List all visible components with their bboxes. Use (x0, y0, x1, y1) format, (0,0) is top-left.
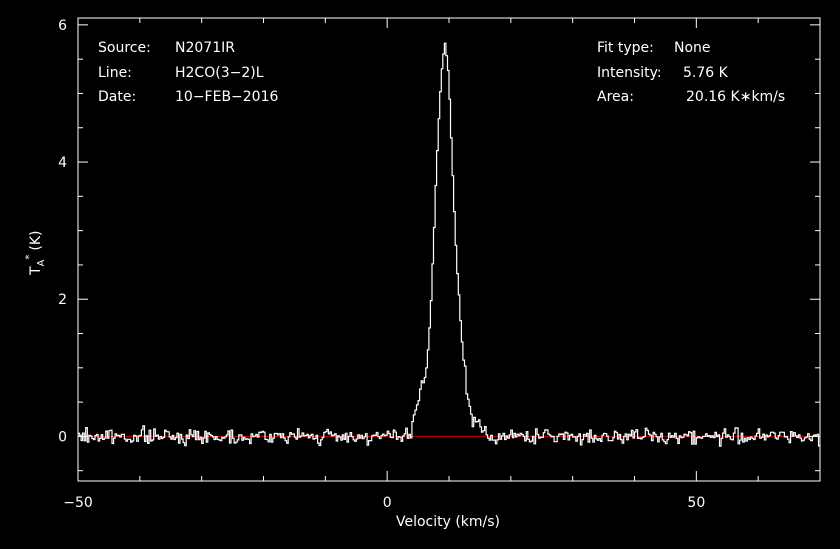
line-label: Line: (98, 65, 132, 81)
x-tick-label: 50 (687, 495, 705, 511)
y-tick-label: 2 (58, 292, 67, 308)
spectrum-line (78, 42, 820, 447)
x-axis-label: Velocity (km/s) (396, 514, 500, 530)
y-tick-label: 4 (58, 155, 67, 171)
date-label: Date: (98, 89, 136, 105)
fit-type-value: None (674, 40, 711, 56)
intensity-value: 5.76 K (683, 65, 729, 81)
x-tick-label: −50 (63, 495, 93, 511)
y-tick-label: 0 (58, 429, 67, 445)
intensity-label: Intensity: (597, 65, 662, 81)
area-label: Area: (597, 89, 634, 105)
x-tick-label: 0 (383, 495, 392, 511)
y-axis-label-unit: (K) (28, 230, 44, 250)
svg-text:TA*(K): TA* (K) (24, 230, 47, 276)
line-value: H2CO(3−2)L (175, 65, 264, 81)
date-value: 10−FEB−2016 (175, 89, 279, 105)
fit-type-label: Fit type: (597, 40, 654, 56)
y-axis-label: TA* (K) (24, 230, 47, 276)
source-value: N2071IR (175, 40, 235, 56)
y-axis-label-sup: * (24, 255, 35, 260)
y-axis-label-main: T (28, 266, 44, 276)
area-value: 20.16 K∗km/s (686, 89, 785, 105)
y-tick-label: 6 (58, 18, 67, 34)
y-axis-label-sub: A (36, 259, 47, 266)
source-label: Source: (98, 40, 151, 56)
